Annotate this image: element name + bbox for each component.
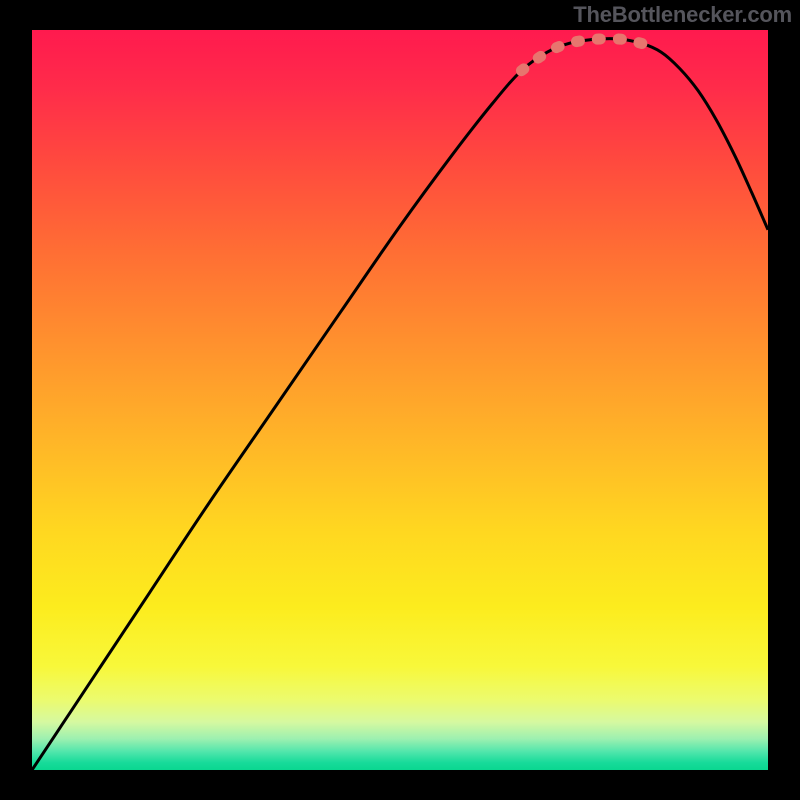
plot-area bbox=[32, 30, 768, 770]
watermark-text: TheBottlenecker.com bbox=[573, 2, 792, 28]
plot-svg bbox=[32, 30, 768, 770]
gradient-background bbox=[32, 30, 768, 770]
chart-container: TheBottlenecker.com bbox=[0, 0, 800, 800]
